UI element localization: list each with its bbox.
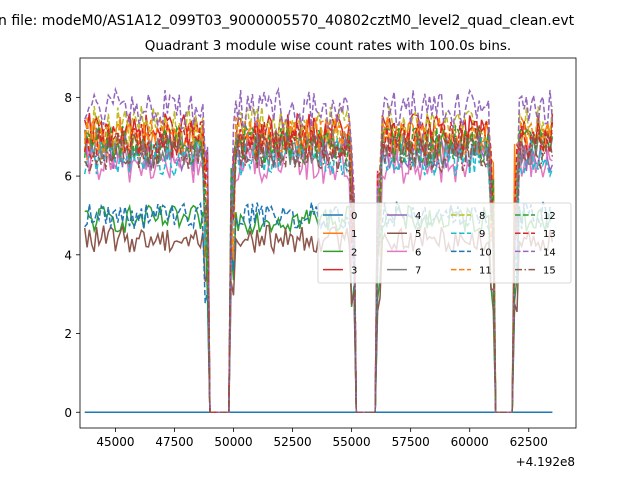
legend-label: 5 [415, 229, 421, 240]
y-axis: 0 2 4 6 8 [64, 91, 80, 420]
legend-label: 7 [415, 266, 421, 277]
series-line-12 [83, 123, 554, 414]
legend-label: 0 [351, 211, 357, 222]
x-axis: 45000 47500 50000 52500 55000 57500 60000 62500 [96, 428, 548, 449]
legend-label: 11 [479, 266, 492, 277]
legend-label: 6 [415, 247, 421, 258]
x-offset-label: +4.192e8 [516, 455, 575, 469]
legend-label: 9 [479, 229, 485, 240]
x-tick-label: 55000 [333, 435, 371, 449]
legend-label: 10 [479, 247, 492, 258]
x-tick-label: 50000 [214, 435, 252, 449]
x-tick-label: 52500 [273, 435, 311, 449]
series-line-9 [83, 135, 554, 414]
chart-title: Quadrant 3 module wise count rates with … [145, 38, 511, 54]
x-tick-label: 60000 [451, 435, 489, 449]
legend-box [317, 202, 572, 284]
series-line-13 [83, 120, 554, 414]
series-line-11 [83, 115, 553, 414]
legend-label: 3 [351, 266, 357, 277]
legend-label: 2 [351, 247, 357, 258]
x-tick-label: 45000 [96, 435, 134, 449]
legend-label: 14 [543, 247, 556, 258]
series-line-6 [84, 143, 553, 414]
x-tick-label: 47500 [155, 435, 193, 449]
x-tick-label: 62500 [510, 435, 548, 449]
legend-label: 1 [351, 229, 357, 240]
figure-suptitle: n file: modeM0/AS1A12_099T03_9000005570_… [0, 13, 575, 29]
x-tick-label: 57500 [392, 435, 430, 449]
legend-label: 12 [543, 211, 556, 222]
plot-frame [79, 57, 577, 429]
series-line-14 [84, 86, 554, 414]
legend-label: 15 [543, 266, 556, 277]
y-tick-label: 0 [64, 406, 72, 420]
legend-label: 8 [479, 211, 485, 222]
y-tick-label: 6 [64, 170, 72, 184]
y-tick-label: 4 [64, 248, 72, 262]
series-line-15 [84, 130, 554, 414]
legend-label: 4 [415, 211, 421, 222]
y-tick-label: 8 [64, 91, 72, 105]
y-tick-label: 2 [64, 327, 72, 341]
legend-label: 13 [543, 229, 556, 240]
